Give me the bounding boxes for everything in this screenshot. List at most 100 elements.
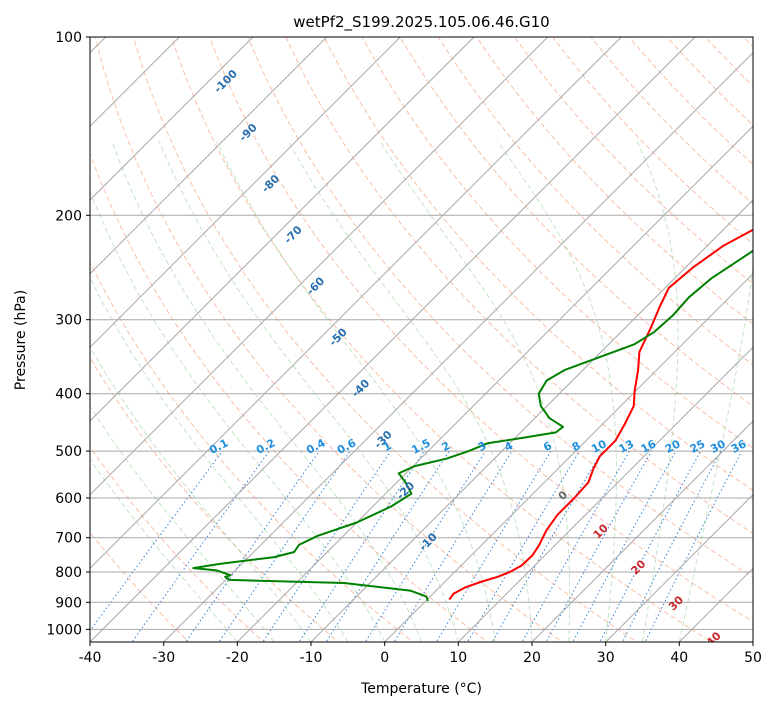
- isotherm-line: [90, 37, 475, 422]
- isotherm-line: [163, 51, 753, 642]
- mixing-ratio-label: 13: [617, 437, 637, 456]
- y-tick-label: 300: [55, 313, 82, 329]
- moist-adiabat: [287, 141, 533, 642]
- dry-adiabat-label: 20: [628, 557, 648, 577]
- isotherm-line: [457, 346, 753, 642]
- isotherm-line: [90, 37, 622, 570]
- y-axis-label: Pressure (hPa): [13, 290, 29, 390]
- mixing-ratio-line: [131, 450, 270, 642]
- mixing-ratio-label: 30: [708, 437, 728, 456]
- dry-adiabat: [90, 356, 340, 642]
- dry-adiabat-label: -40: [349, 377, 372, 400]
- x-tick-label: 50: [744, 650, 762, 666]
- chart-title: wetPf2_S199.2025.105.06.46.G10: [293, 13, 549, 32]
- dry-adiabat-label: 40: [704, 629, 724, 649]
- mixing-ratio-line: [599, 450, 701, 642]
- mixing-ratio-line: [325, 450, 450, 642]
- mixing-ratio-label: 36: [729, 437, 749, 456]
- mixing-ratio-line: [572, 450, 677, 642]
- background-lines: [90, 24, 775, 645]
- moist-adiabat: [678, 264, 753, 642]
- dry-adiabat: [666, 37, 753, 126]
- x-axis-label: Temperature (°C): [360, 681, 482, 697]
- dry-adiabat-label: 30: [666, 593, 686, 613]
- mixing-ratio-label: 0.1: [207, 436, 230, 457]
- mixing-ratio-label: 0.2: [254, 436, 277, 457]
- dry-adiabat: [247, 37, 753, 578]
- plot-frame: [89, 36, 754, 643]
- y-tick-label: 600: [55, 491, 82, 507]
- grid-lines: [90, 37, 753, 642]
- dry-adiabat-label: -100: [211, 67, 240, 96]
- mixing-ratio-line: [90, 450, 223, 632]
- mixing-ratio-labels: 0.1 0.2 0.4 0.6 1 1.5 2 3 4 6 8 10 13 16 20 25 30 36: [207, 436, 749, 457]
- temperature-line: [448, 228, 753, 601]
- isotherm-line: [90, 37, 254, 201]
- dry-adiabat: [90, 446, 265, 642]
- isotherm-line: [384, 272, 753, 642]
- dry-adiabat: [476, 37, 753, 325]
- mixing-ratio-label: 25: [688, 437, 708, 456]
- x-tick-label: -20: [226, 650, 249, 666]
- isotherm-line: [310, 199, 753, 642]
- moist-adiabat: [379, 141, 571, 642]
- mixing-ratio-label: 0.6: [335, 436, 359, 457]
- mixing-ratio-line: [218, 450, 351, 642]
- dry-adiabat: [704, 37, 753, 87]
- dry-adiabat: [170, 37, 713, 642]
- isotherm-line: [90, 37, 401, 349]
- dewpoint-line: [192, 249, 753, 602]
- y-tick-label: 500: [55, 444, 82, 460]
- dry-adiabat-label: -20: [394, 479, 417, 502]
- isotherm-line: [752, 641, 753, 642]
- isotherm-line: [236, 125, 753, 642]
- dry-adiabat: [769, 24, 775, 645]
- x-tick-label: 20: [523, 650, 541, 666]
- isotherm-line: [678, 567, 753, 642]
- mixing-ratio-label: 1.5: [409, 436, 432, 457]
- y-tick-label: 100: [55, 30, 82, 46]
- isotherm-line: [90, 37, 328, 275]
- series-layer: [192, 228, 753, 602]
- dry-adiabat: [323, 37, 753, 491]
- mixing-ratio-label: 1: [381, 439, 394, 454]
- dry-adiabat: [285, 37, 753, 535]
- x-tick-label: -30: [152, 650, 175, 666]
- y-tick-label: 1000: [46, 622, 82, 638]
- mixing-ratio-label: 6: [541, 439, 554, 454]
- mixing-ratio-line: [298, 450, 425, 642]
- mixing-ratio-line: [644, 450, 743, 642]
- dry-adiabat-label: -60: [304, 274, 327, 297]
- dry-adiabat-label: -80: [259, 172, 282, 195]
- mixing-ratio-label: 10: [589, 437, 609, 456]
- y-axis: 100 200 300 400 500 600 700 800 900 1000: [46, 30, 90, 638]
- mixing-ratio-line: [262, 450, 392, 642]
- x-tick-label: -10: [300, 650, 323, 666]
- isotherm-line: [90, 37, 696, 642]
- moist-adiabat: [90, 346, 312, 642]
- x-axis: -40 -30 -20 -10 0 10 20 30 40 50: [79, 642, 762, 666]
- dry-adiabat: [514, 37, 753, 285]
- isotherm-line: [90, 37, 549, 496]
- isotherm-line: [605, 493, 753, 642]
- mixing-ratio-line: [185, 450, 320, 642]
- mixing-ratio-line: [466, 450, 580, 642]
- y-tick-label: 800: [55, 565, 82, 581]
- dry-adiabat: [590, 37, 753, 205]
- dry-adiabat: [90, 260, 414, 642]
- dry-adiabat-label: -10: [417, 530, 440, 553]
- y-tick-label: 700: [55, 531, 82, 547]
- x-tick-label: 30: [597, 650, 615, 666]
- dry-adiabat: [90, 152, 489, 642]
- dry-adiabat: [361, 37, 753, 449]
- y-tick-label: 900: [55, 595, 82, 611]
- dry-adiabat: [132, 37, 638, 642]
- dry-adiabat: [437, 37, 753, 366]
- mixing-ratio-line: [393, 450, 513, 642]
- mixing-ratio-label: 4: [502, 439, 515, 454]
- y-tick-label: 200: [55, 208, 82, 224]
- mixing-ratio-label: 20: [663, 437, 683, 456]
- mixing-ratio-line: [621, 450, 722, 642]
- mixing-ratio-label: 0.4: [304, 436, 328, 457]
